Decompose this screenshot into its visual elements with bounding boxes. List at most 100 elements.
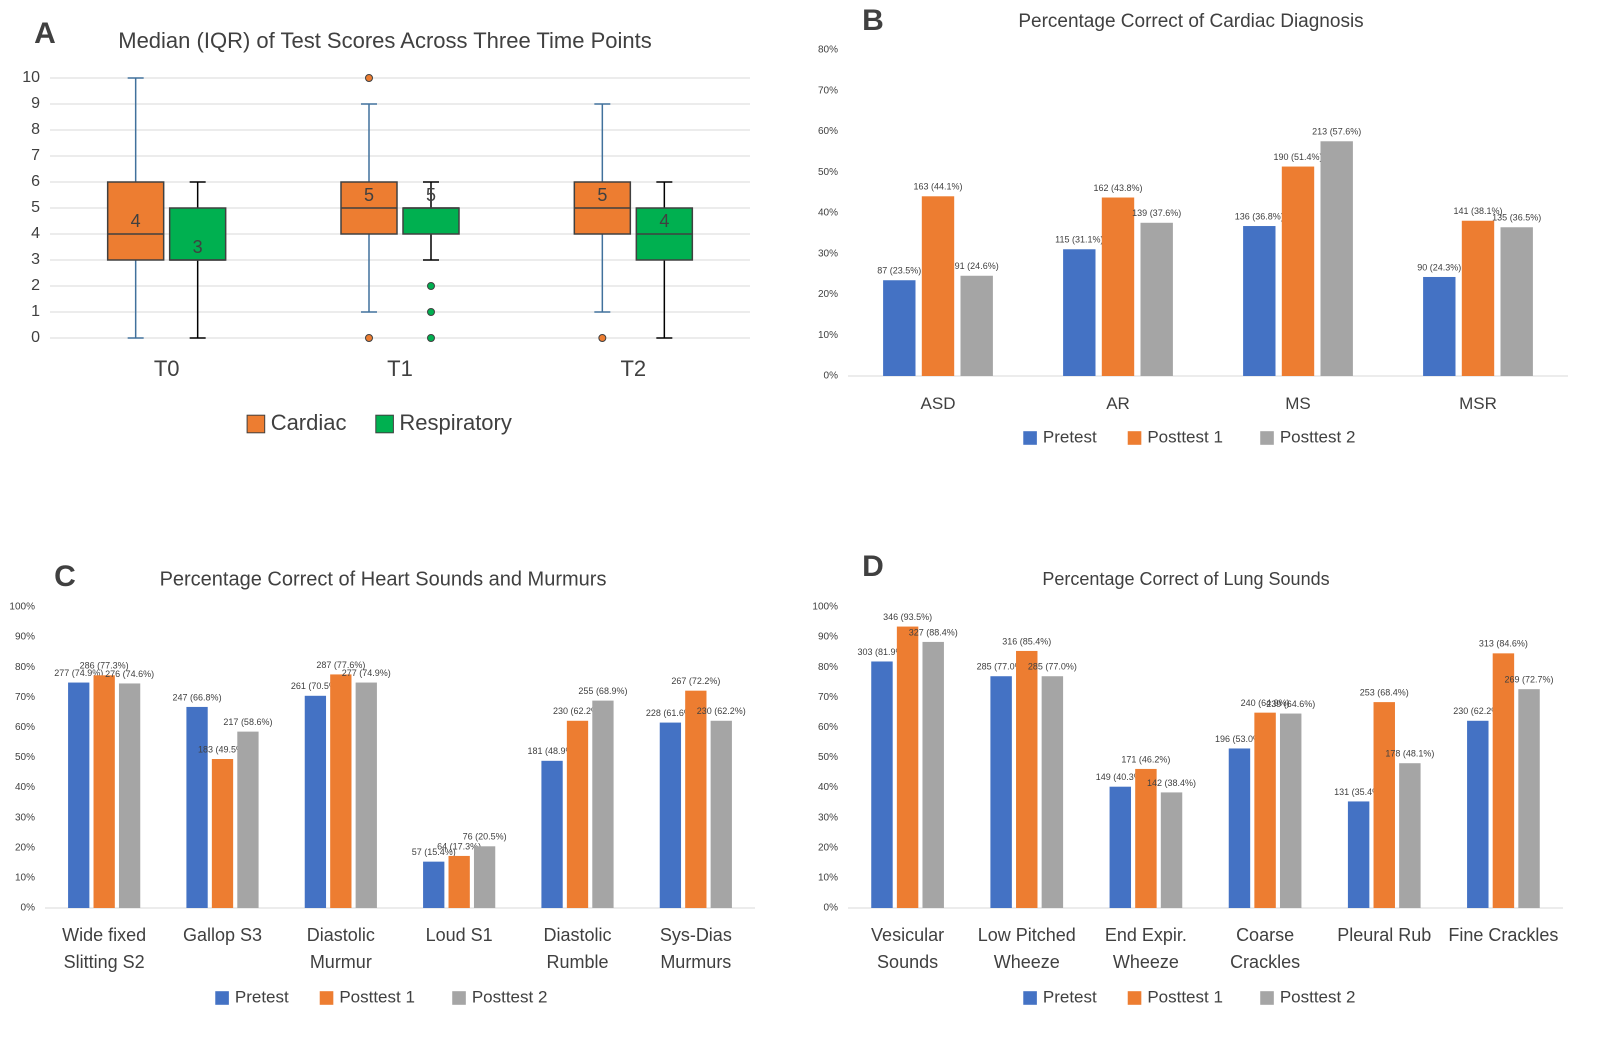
bar xyxy=(330,674,352,908)
x-tick-label: Fine Crackles xyxy=(1448,925,1559,945)
bar xyxy=(990,676,1012,908)
x-tick-label-box: Fine Crackles xyxy=(1448,925,1559,945)
y-tick-label: 60% xyxy=(818,126,838,137)
bar xyxy=(1228,748,1251,908)
x-tick-label-box: Sys-Dias Murmurs xyxy=(660,925,732,972)
bar xyxy=(896,626,919,908)
y-tick-label: 1 xyxy=(31,303,40,320)
bar xyxy=(1016,650,1038,908)
value-label: 267 (72.2%) xyxy=(671,676,720,686)
x-tick-label-box: End Expir. Wheeze xyxy=(1105,925,1187,972)
y-tick-label: 70% xyxy=(818,692,838,703)
y-tick-label: 3 xyxy=(31,251,40,268)
y-tick-label: 5 xyxy=(31,199,40,216)
legend-label: Posttest 2 xyxy=(1280,987,1356,1006)
chart-panel: D Percentage Correct of Lung Sounds 0% 10% 2… xyxy=(812,550,1563,1006)
y-tick-label: 6 xyxy=(31,173,40,190)
median-label: 5 xyxy=(364,185,374,205)
bar xyxy=(1101,197,1135,376)
x-tick-label: Loud S1 xyxy=(425,925,493,945)
outlier xyxy=(427,282,435,290)
bar xyxy=(211,759,234,908)
panel-label: B xyxy=(862,4,884,37)
panel-label: C xyxy=(54,560,76,593)
y-tick-label: 8 xyxy=(31,121,40,138)
x-tick-label-box: Low Pitched Wheeze xyxy=(977,925,1076,972)
y-tick-label: 0% xyxy=(21,903,36,914)
y-tick-label: 10% xyxy=(15,873,35,884)
y-tick-label: 10% xyxy=(818,330,838,341)
x-tick-label: Diastolic Murmur xyxy=(306,925,375,972)
panel-label: A xyxy=(34,17,56,50)
box xyxy=(402,207,460,235)
x-tick-label-box: ASD xyxy=(920,394,956,413)
value-label: 247 (66.8%) xyxy=(173,692,222,702)
value-label: 162 (43.8%) xyxy=(1093,183,1142,193)
legend-swatch xyxy=(1260,431,1274,445)
bar xyxy=(1160,792,1183,908)
legend-swatch xyxy=(452,991,466,1005)
bar xyxy=(1140,222,1173,376)
value-label: 131 (35.4%) xyxy=(1334,787,1383,797)
x-tick-label-box: Loud S1 xyxy=(425,925,493,945)
value-label: 217 (58.6%) xyxy=(223,717,272,727)
bar xyxy=(1281,166,1315,376)
x-tick-label: ASD xyxy=(920,394,956,413)
bar xyxy=(566,720,589,908)
value-label: 115 (31.1%) xyxy=(1055,235,1103,245)
value-label: 230 (62.2%) xyxy=(1453,706,1502,716)
outlier xyxy=(427,308,435,316)
bar xyxy=(922,641,944,908)
bar xyxy=(685,690,707,908)
value-label: 196 (53.0%) xyxy=(1215,734,1264,744)
x-tick-label: Diastolic Rumble xyxy=(543,925,612,972)
x-tick-label-box: MS xyxy=(1285,394,1311,413)
y-tick-label: 50% xyxy=(818,752,838,763)
bar xyxy=(473,846,496,908)
box xyxy=(168,207,227,261)
x-tick-label: T2 xyxy=(620,356,646,381)
value-label: 240 (64.9%) xyxy=(1241,698,1290,708)
x-tick-label-box: Pleural Rub xyxy=(1337,925,1431,945)
y-tick-label: 70% xyxy=(15,692,35,703)
x-tick-label-box: Coarse Crackles xyxy=(1230,925,1300,972)
bar xyxy=(541,760,563,908)
value-label: 228 (61.6%) xyxy=(646,708,695,718)
bar xyxy=(1063,249,1096,376)
y-tick-label: 20% xyxy=(15,842,35,853)
box xyxy=(106,181,165,261)
value-label: 64 (17.3%) xyxy=(437,841,481,851)
bar xyxy=(960,275,993,376)
bar xyxy=(921,196,955,376)
x-tick-label: Wide fixed Slitting S2 xyxy=(62,925,147,972)
x-tick-label-box: Diastolic Rumble xyxy=(543,925,612,972)
x-tick-label: MS xyxy=(1285,394,1311,413)
legend-label: Posttest 1 xyxy=(339,987,415,1006)
x-tick-label-box: Wide fixed Slitting S2 xyxy=(62,925,147,972)
value-label: 135 (36.5%) xyxy=(1492,213,1541,223)
bar xyxy=(423,861,445,908)
value-label: 230 (62.2%) xyxy=(697,706,746,716)
legend-swatch xyxy=(375,414,394,434)
bar xyxy=(1347,801,1370,908)
value-label: 136 (36.8%) xyxy=(1235,211,1284,221)
bar xyxy=(1109,786,1132,908)
y-tick-label: 0% xyxy=(824,903,839,914)
y-tick-label: 60% xyxy=(818,722,838,733)
legend-swatch xyxy=(1127,991,1142,1005)
x-tick-label-box: Vesicular Sounds xyxy=(871,925,945,972)
median-label: 3 xyxy=(193,237,203,257)
y-tick-label: 40% xyxy=(15,782,35,793)
x-tick-label: Low Pitched Wheeze xyxy=(977,925,1076,972)
x-tick-label: Vesicular Sounds xyxy=(871,925,945,972)
legend-label: Respiratory xyxy=(399,410,511,435)
median-label: 5 xyxy=(597,185,607,205)
x-tick-label: T1 xyxy=(387,356,413,381)
legend-label: Posttest 2 xyxy=(472,987,548,1006)
y-tick-label: 80% xyxy=(818,45,838,56)
y-tick-label: 80% xyxy=(818,662,838,673)
legend-swatch xyxy=(1023,431,1037,445)
bar xyxy=(68,682,90,908)
value-label: 277 (74.9%) xyxy=(54,668,103,678)
value-label: 303 (81.9%) xyxy=(857,647,906,657)
